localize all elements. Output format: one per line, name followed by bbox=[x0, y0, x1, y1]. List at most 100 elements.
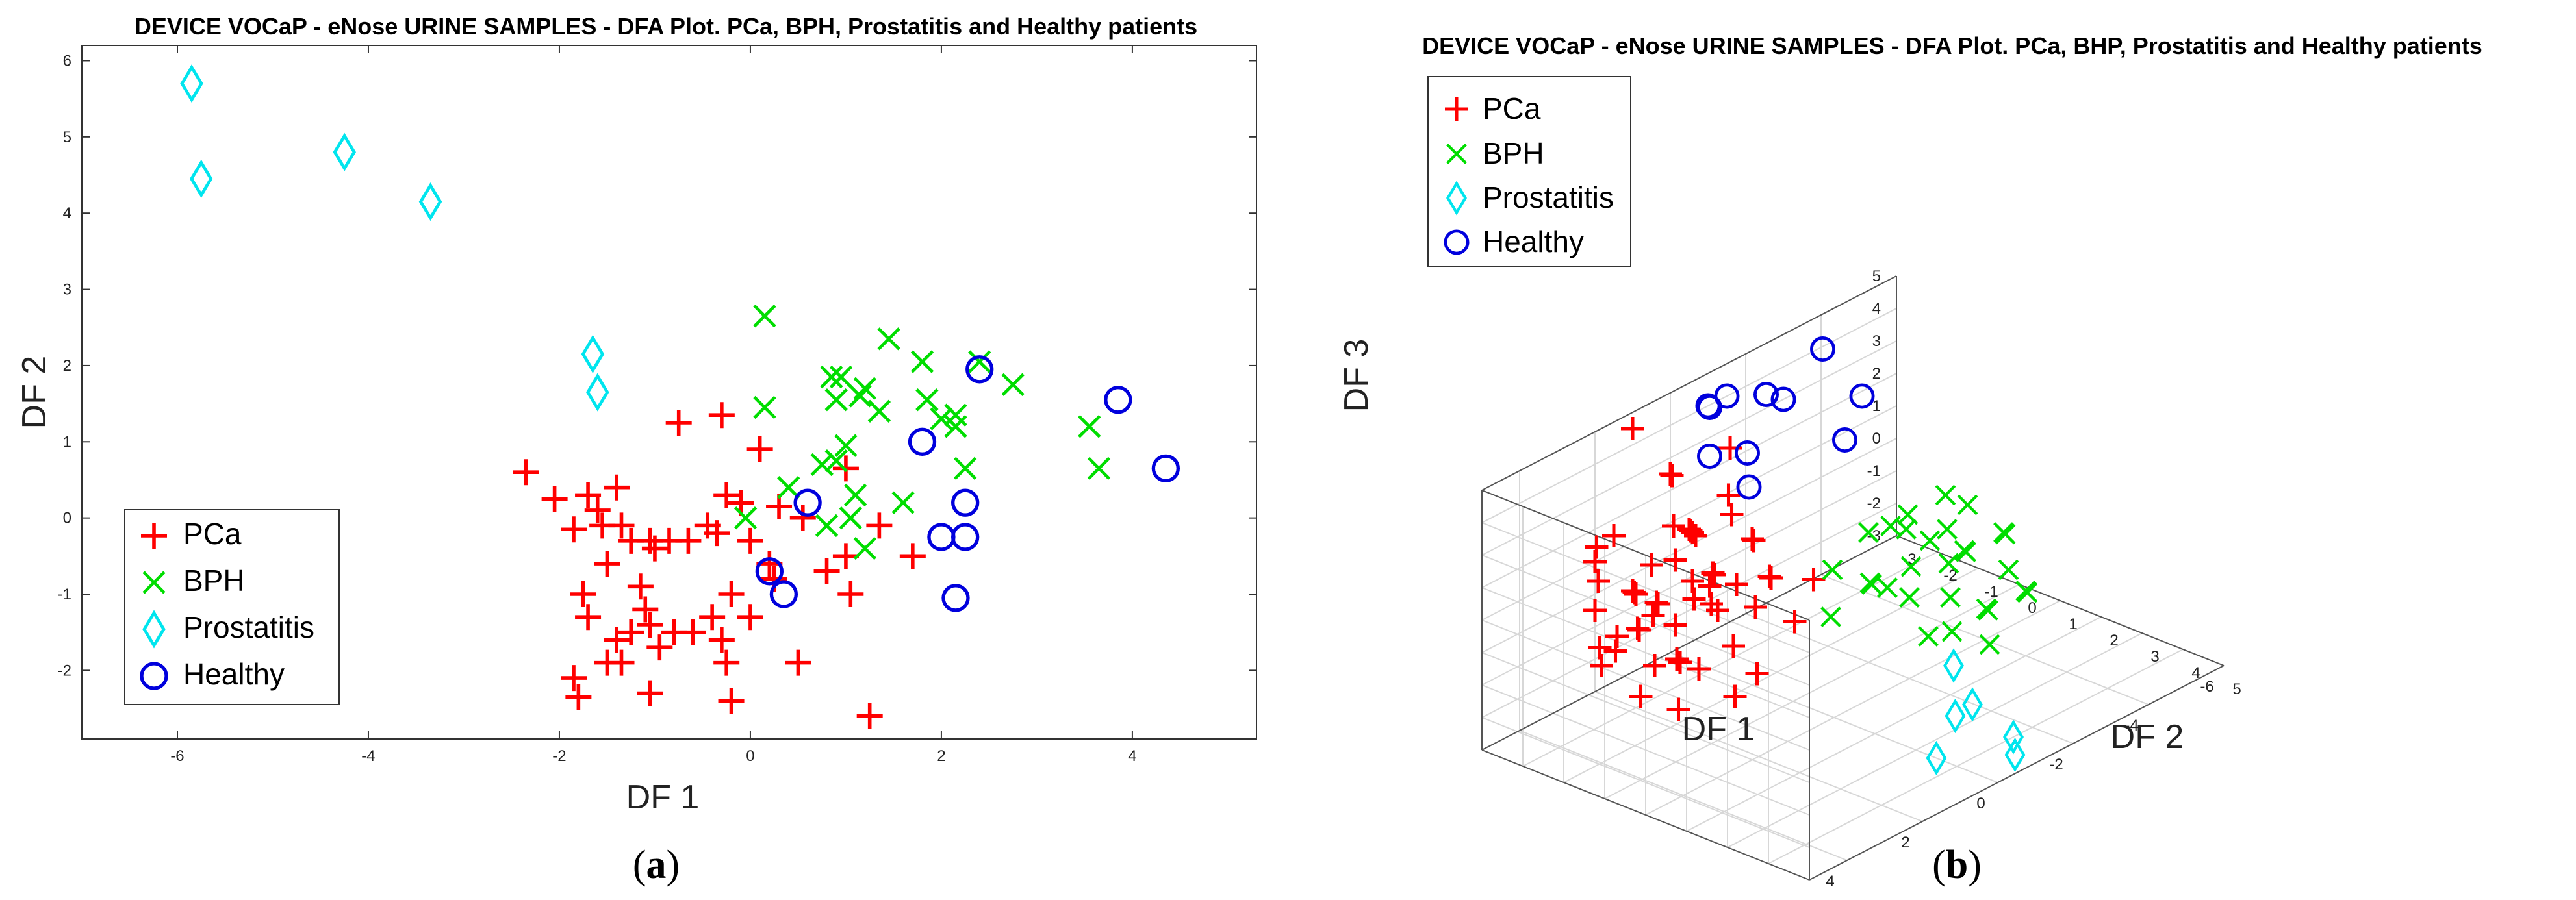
point-pca bbox=[737, 604, 763, 631]
point-healthy bbox=[1770, 386, 1796, 412]
panel-a-x-axis-label: DF 1 bbox=[626, 779, 700, 816]
floor-gridline bbox=[1645, 600, 2061, 816]
point-pca bbox=[632, 596, 659, 623]
y-tick-label: 3 bbox=[2150, 648, 2159, 666]
point-pca bbox=[1640, 553, 1663, 577]
point-pca bbox=[561, 516, 587, 543]
point-healthy bbox=[1753, 382, 1779, 407]
y-tick-label: 5 bbox=[63, 129, 71, 146]
point-bph bbox=[1861, 574, 1882, 595]
y-tick-label: 1 bbox=[2069, 616, 2077, 633]
point-healthy bbox=[1736, 474, 1762, 500]
panel-a-legend: PCa BPH Prostatitis Healthy bbox=[124, 509, 340, 705]
wall-gridline bbox=[1481, 555, 1810, 686]
point-pca bbox=[713, 482, 740, 508]
legend-marker-prostatitis bbox=[1446, 181, 1467, 216]
point-bph bbox=[1940, 587, 1961, 608]
point-pca bbox=[866, 512, 893, 539]
point-healthy bbox=[1151, 454, 1180, 483]
point-bph bbox=[820, 365, 843, 389]
point-bph bbox=[1919, 530, 1941, 551]
point-healthy bbox=[793, 488, 822, 517]
point-pca bbox=[1716, 483, 1741, 507]
point-bph bbox=[1001, 373, 1025, 396]
point-pca bbox=[1621, 417, 1644, 440]
point-pca bbox=[699, 604, 726, 631]
panel-a-legend-healthy: Healthy bbox=[183, 657, 285, 691]
x-tick-label: -4 bbox=[361, 747, 375, 765]
point-bph bbox=[829, 365, 853, 389]
point-bph bbox=[1941, 621, 1963, 642]
panel-a-ticks: -6 -4 -2 0 2 4 -2 -1 0 1 2 3 4 5 6 bbox=[58, 45, 1256, 765]
y-tick-label: 4 bbox=[2191, 664, 2200, 682]
point-bph bbox=[1877, 577, 1898, 598]
panel-a-data-points bbox=[180, 64, 1180, 729]
point-healthy bbox=[1849, 383, 1875, 409]
point-pca bbox=[1663, 613, 1687, 637]
point-bph bbox=[944, 415, 967, 438]
wall-gridline bbox=[1481, 503, 1897, 718]
point-bph bbox=[1087, 456, 1111, 481]
panel-a-legend-prostatitis: Prostatitis bbox=[183, 610, 314, 644]
point-pca bbox=[1602, 524, 1626, 547]
point-pca bbox=[1722, 634, 1745, 658]
point-pca bbox=[746, 436, 773, 463]
wall-gridline bbox=[1481, 470, 1897, 686]
point-pca bbox=[1627, 618, 1651, 642]
y-tick-label: 2 bbox=[63, 357, 71, 375]
point-pca bbox=[1590, 654, 1613, 677]
box-edge bbox=[1896, 535, 2225, 666]
point-pca bbox=[561, 665, 587, 692]
x-tick-label: -2 bbox=[552, 747, 566, 765]
point-pca bbox=[1742, 529, 1766, 553]
panel-b-legend: PCa BPH Prostatitis Healthy bbox=[1427, 76, 1631, 267]
point-healthy bbox=[1735, 440, 1760, 466]
point-pca bbox=[1684, 524, 1707, 547]
point-pca bbox=[1706, 599, 1729, 622]
point-bph bbox=[877, 327, 900, 351]
y-tick-label: -1 bbox=[1984, 583, 1998, 601]
point-pca bbox=[1583, 599, 1607, 622]
point-healthy bbox=[755, 557, 784, 586]
point-pca bbox=[584, 497, 611, 523]
point-pca bbox=[1720, 503, 1744, 527]
floor-gridline bbox=[1768, 649, 2184, 864]
x-tick-label: 4 bbox=[1128, 747, 1136, 765]
point-pca bbox=[718, 688, 745, 714]
point-prostatitis bbox=[333, 132, 357, 171]
point-pca bbox=[1682, 587, 1706, 611]
point-pca bbox=[1646, 592, 1670, 616]
point-pca bbox=[708, 627, 735, 653]
point-bph bbox=[1954, 540, 1975, 561]
z-tick-label: 2 bbox=[1872, 365, 1881, 382]
point-pca bbox=[675, 527, 702, 554]
point-pca bbox=[813, 558, 840, 584]
point-pca bbox=[1783, 610, 1807, 634]
floor-gridline bbox=[1604, 584, 2020, 799]
point-pca bbox=[594, 649, 620, 676]
panel-a-title: DEVICE VOCaP - eNose URINE SAMPLES - DFA… bbox=[134, 13, 1197, 40]
floor-gridline bbox=[1686, 616, 2102, 832]
point-bph bbox=[753, 395, 776, 419]
panel-a-2d-scatter: DEVICE VOCaP - eNose URINE SAMPLES - DFA… bbox=[16, 13, 1257, 887]
point-bph bbox=[915, 388, 939, 412]
point-healthy bbox=[1104, 386, 1132, 414]
wall-gridline bbox=[1481, 405, 1897, 621]
legend-marker-pca bbox=[141, 523, 167, 549]
point-pca bbox=[637, 680, 663, 706]
z-tick-label: 0 bbox=[1872, 430, 1881, 447]
point-pca bbox=[1621, 579, 1644, 603]
point-healthy bbox=[1697, 395, 1722, 420]
point-pca bbox=[785, 649, 811, 676]
point-prostatitis bbox=[2003, 719, 2024, 755]
wall-gridline bbox=[1481, 684, 1810, 816]
x-tick-label: -4 bbox=[2124, 717, 2138, 734]
wall-gridline bbox=[1481, 438, 1897, 653]
point-pca bbox=[627, 573, 654, 600]
point-pca bbox=[604, 474, 630, 501]
panel-b-legend-bph: BPH bbox=[1483, 136, 1544, 170]
point-pca bbox=[1603, 639, 1627, 663]
point-bph bbox=[930, 407, 953, 431]
point-bph bbox=[1822, 559, 1843, 581]
